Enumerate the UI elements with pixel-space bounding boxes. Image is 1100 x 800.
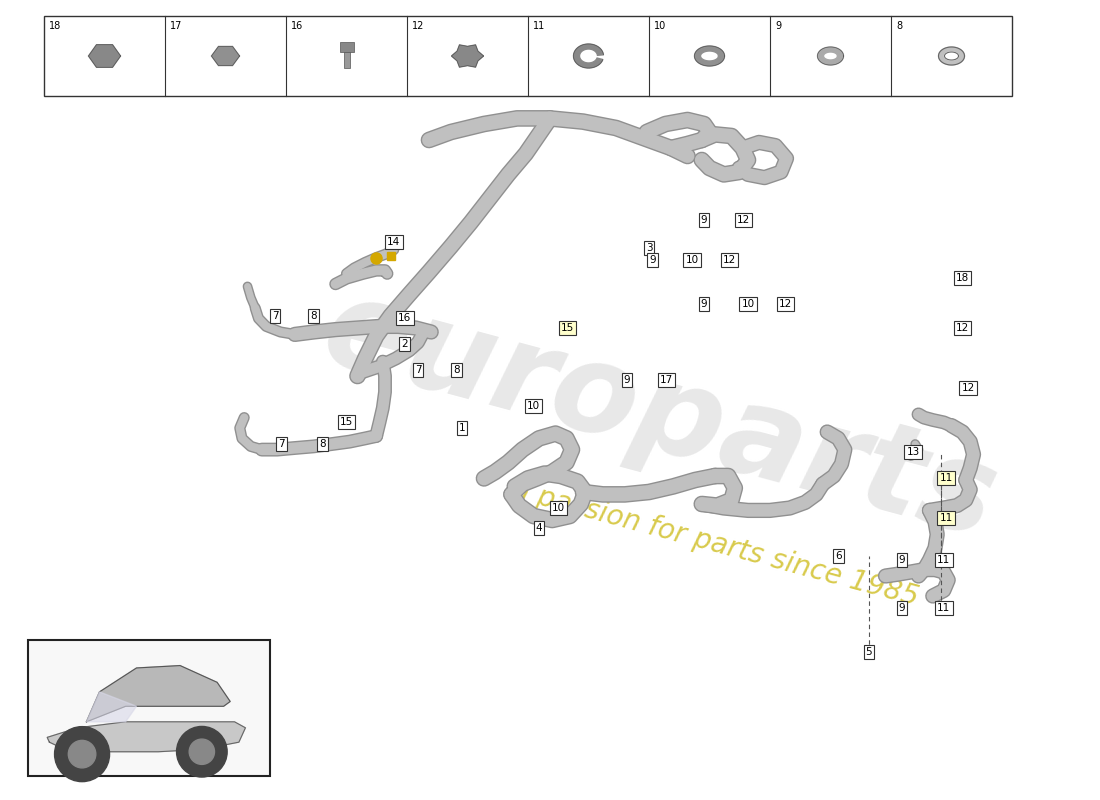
Bar — [343, 52, 350, 68]
Text: 10: 10 — [685, 255, 698, 265]
Text: europarts: europarts — [310, 268, 1010, 564]
Text: 18: 18 — [50, 21, 62, 31]
Text: 11: 11 — [939, 514, 953, 523]
Text: 8: 8 — [453, 366, 460, 375]
Text: 10: 10 — [552, 503, 565, 513]
Text: 12: 12 — [723, 255, 736, 265]
Text: 8: 8 — [319, 439, 326, 449]
Circle shape — [68, 740, 96, 768]
Text: 9: 9 — [701, 215, 707, 225]
Text: 15: 15 — [340, 418, 353, 427]
Circle shape — [176, 726, 228, 777]
Polygon shape — [47, 722, 245, 752]
Text: 17: 17 — [170, 21, 183, 31]
Polygon shape — [87, 692, 136, 722]
Text: 8: 8 — [310, 311, 317, 321]
Text: 12: 12 — [779, 299, 792, 309]
Text: 1: 1 — [459, 423, 465, 433]
Text: 2: 2 — [402, 339, 408, 349]
Text: 9: 9 — [899, 603, 905, 613]
Text: 14: 14 — [387, 237, 400, 246]
Text: 6: 6 — [835, 551, 842, 561]
Text: 12: 12 — [961, 383, 975, 393]
Text: 9: 9 — [899, 555, 905, 565]
Polygon shape — [451, 45, 484, 67]
Polygon shape — [938, 47, 965, 65]
Text: 13: 13 — [906, 447, 920, 457]
Text: 9: 9 — [649, 255, 656, 265]
Text: 4: 4 — [536, 523, 542, 533]
Polygon shape — [694, 46, 725, 66]
Text: 9: 9 — [624, 375, 630, 385]
Polygon shape — [87, 666, 230, 722]
Polygon shape — [573, 44, 604, 68]
Text: 7: 7 — [278, 439, 285, 449]
Text: 9: 9 — [701, 299, 707, 309]
Bar — [340, 42, 353, 52]
Text: 3: 3 — [646, 243, 652, 253]
Text: 16: 16 — [292, 21, 304, 31]
Text: 10: 10 — [654, 21, 667, 31]
Polygon shape — [88, 45, 121, 67]
Text: 17: 17 — [660, 375, 673, 385]
Text: 10: 10 — [741, 299, 755, 309]
Text: 11: 11 — [939, 474, 953, 483]
Polygon shape — [211, 46, 240, 66]
Text: 11: 11 — [937, 555, 950, 565]
Text: 12: 12 — [956, 323, 969, 333]
Bar — [28, 640, 270, 776]
Text: 10: 10 — [527, 402, 540, 411]
Text: 8: 8 — [896, 21, 902, 31]
Text: a passion for parts since 1985: a passion for parts since 1985 — [508, 476, 922, 612]
Polygon shape — [817, 47, 844, 65]
Text: 12: 12 — [737, 215, 750, 225]
Text: 11: 11 — [534, 21, 546, 31]
Text: 11: 11 — [937, 603, 950, 613]
Text: 7: 7 — [415, 366, 421, 375]
Text: 5: 5 — [866, 647, 872, 657]
Text: 15: 15 — [561, 323, 574, 333]
Text: 7: 7 — [272, 311, 278, 321]
Bar — [44, 16, 1012, 96]
Text: 9: 9 — [776, 21, 781, 31]
Text: 12: 12 — [412, 21, 425, 31]
Circle shape — [55, 726, 110, 782]
Text: 16: 16 — [398, 314, 411, 323]
Text: 18: 18 — [956, 274, 969, 283]
Polygon shape — [945, 52, 958, 60]
Circle shape — [189, 739, 214, 764]
